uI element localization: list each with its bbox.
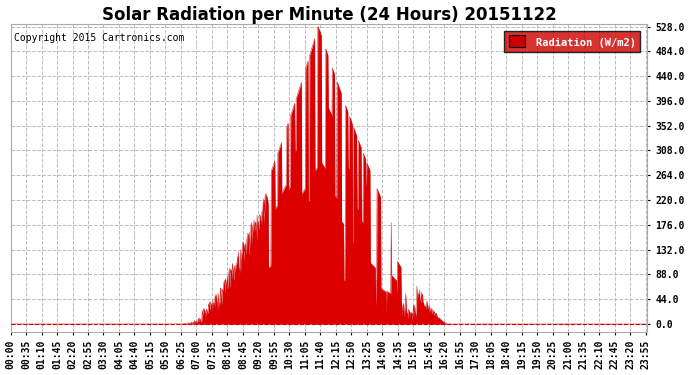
- Text: Copyright 2015 Cartronics.com: Copyright 2015 Cartronics.com: [14, 33, 184, 43]
- Title: Solar Radiation per Minute (24 Hours) 20151122: Solar Radiation per Minute (24 Hours) 20…: [101, 6, 556, 24]
- Legend: Radiation (W/m2): Radiation (W/m2): [504, 31, 640, 52]
